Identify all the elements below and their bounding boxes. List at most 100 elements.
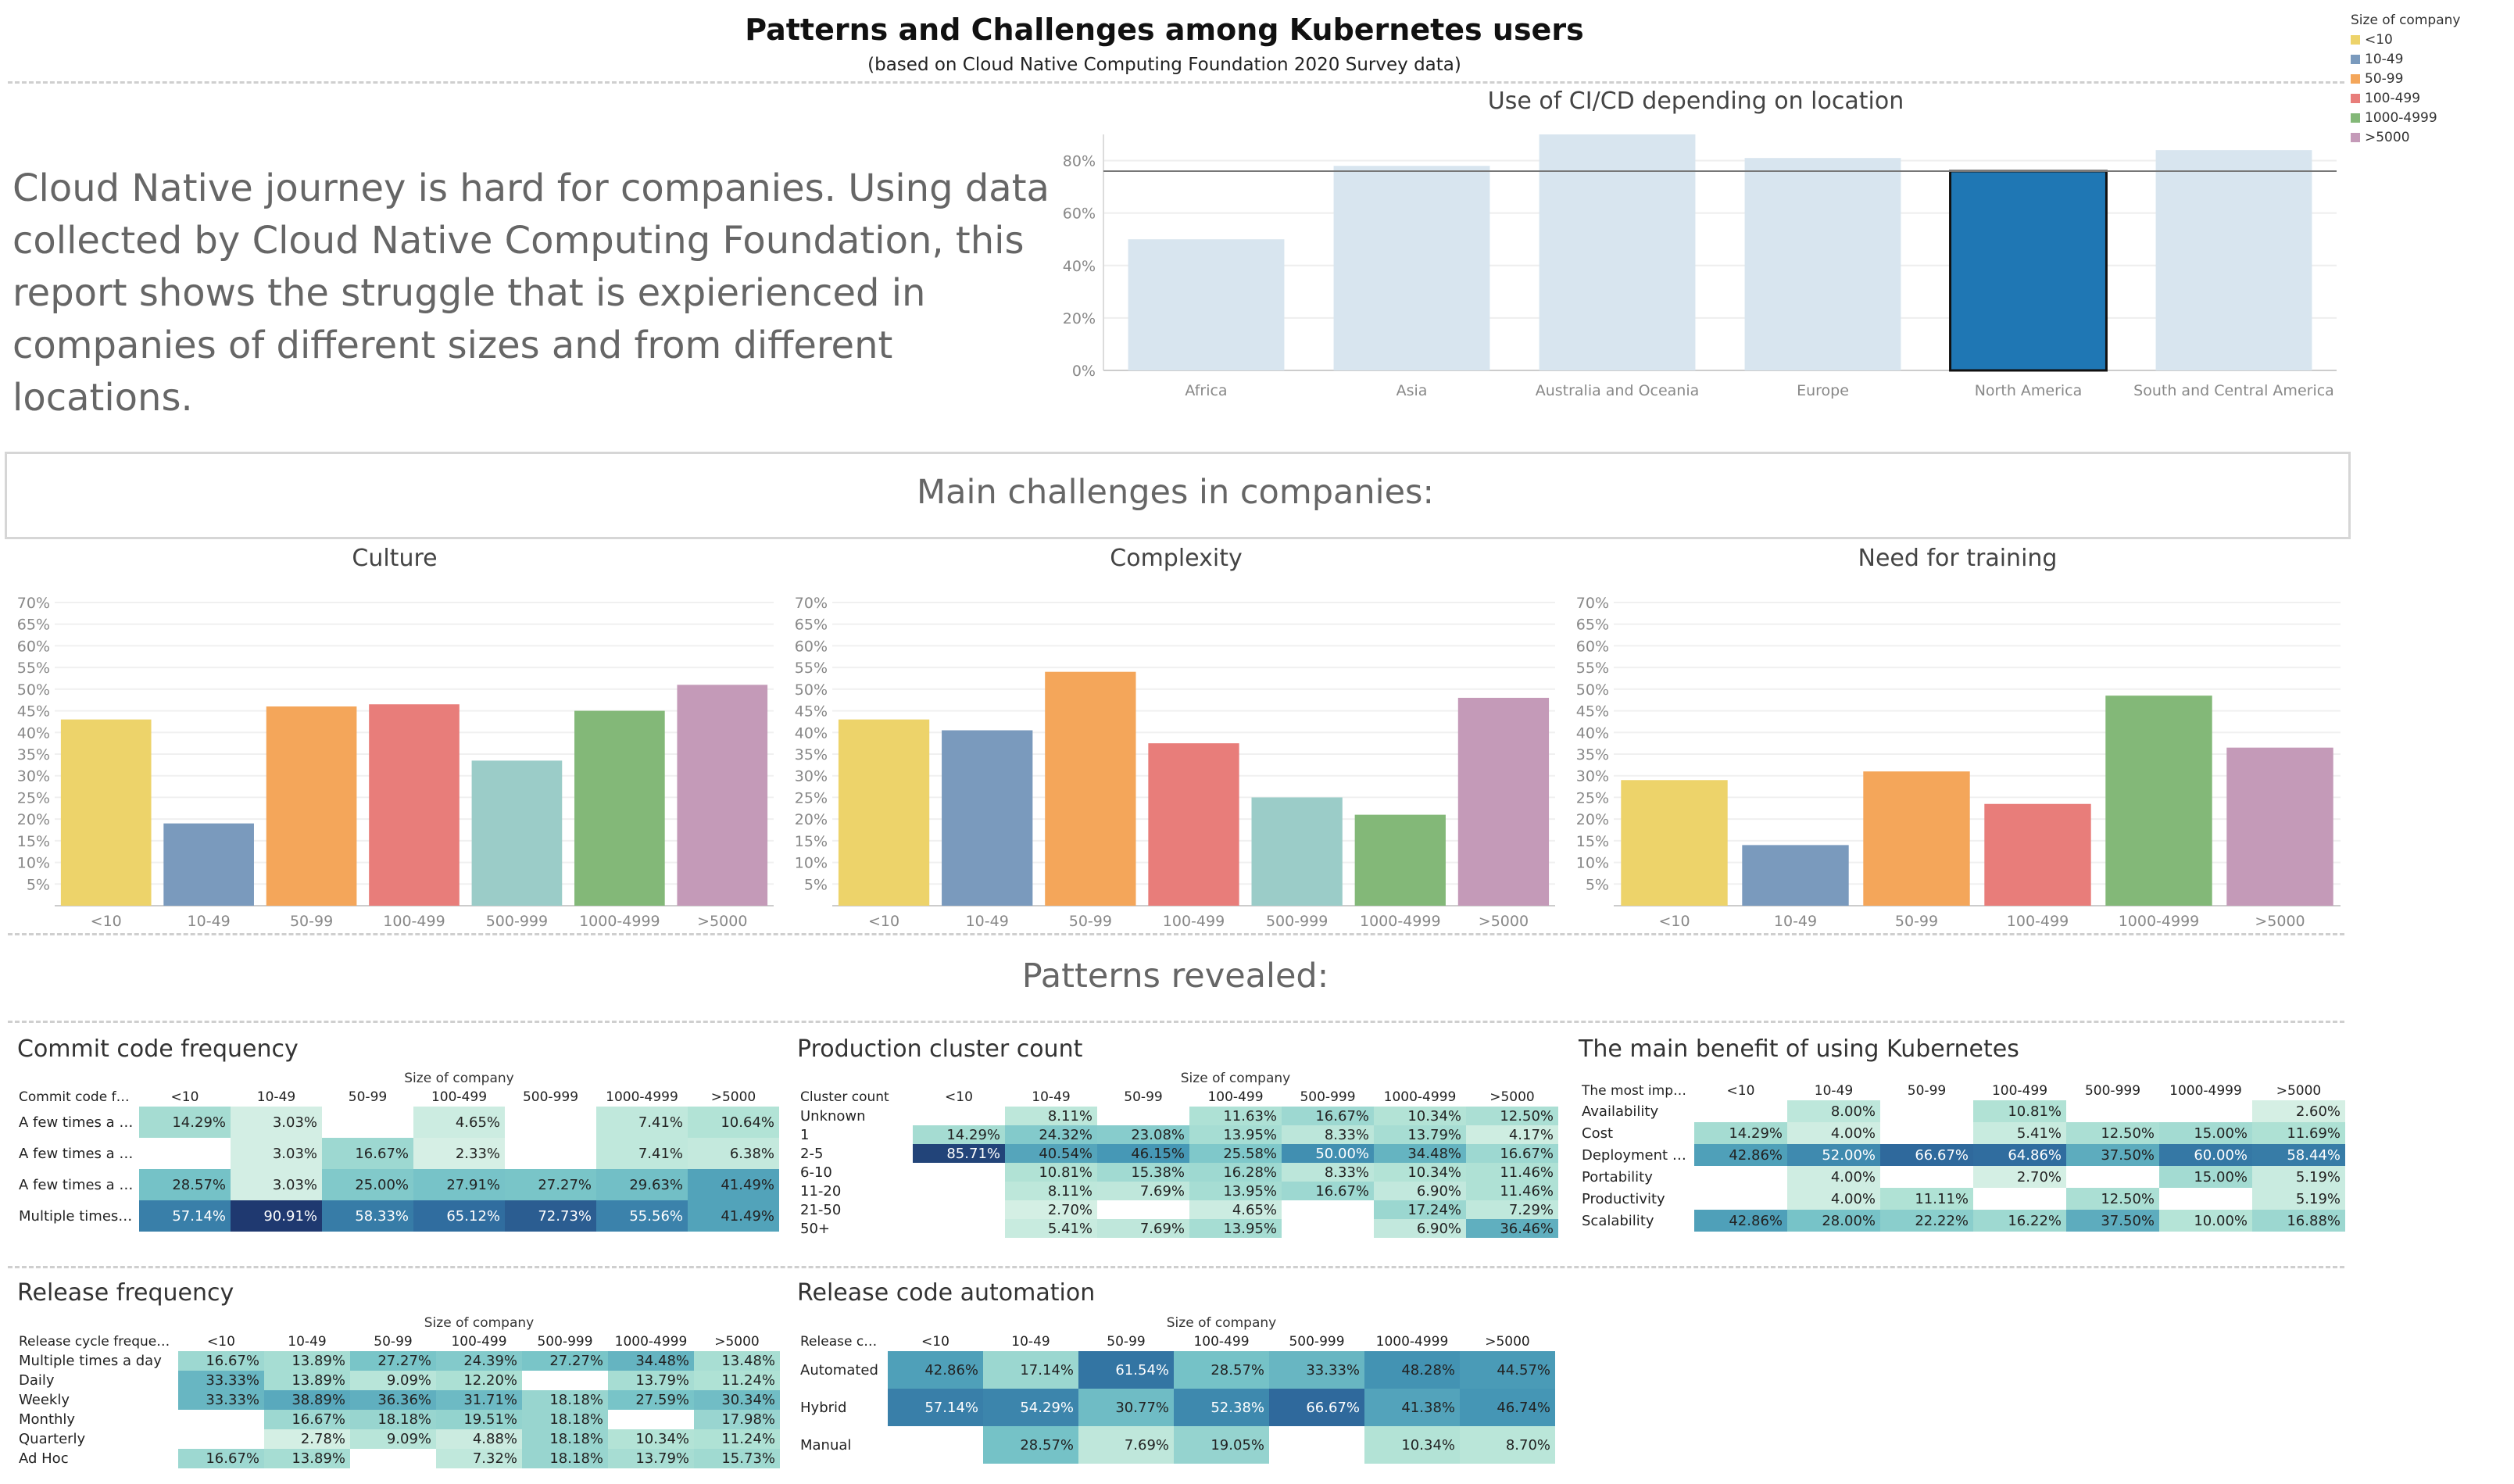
k8s-benefit-title: The main benefit of using Kubernetes xyxy=(1579,1035,2019,1063)
heatmap-cell: 11.46% xyxy=(1466,1182,1558,1200)
y-tick-label: 60% xyxy=(1063,206,1096,223)
heatmap-row: 1 14.29% 24.32% 23.08% 13.95% 8.33% 13.79% 4.17… xyxy=(796,1125,1558,1144)
column-header: >5000 xyxy=(710,1089,756,1105)
cluster-count-heatmap[interactable]: Cluster count <10 10-49 50-99 100-499 500-999… xyxy=(796,1071,1558,1238)
y-tick-label: 25% xyxy=(795,789,828,806)
heatmap-cell: 2.78% xyxy=(264,1429,350,1449)
y-tick-label: 65% xyxy=(1576,617,1609,634)
heatmap-cell: 54.29% xyxy=(983,1389,1078,1426)
training-chart[interactable]: 5% 10% 15% 20% 25% 30% 35% 40% 45% 50% 55% 60% 65% 70… xyxy=(1567,582,2348,938)
k8s-benefit-heatmap[interactable]: The most import.. <10 10-49 50-99 100-499 500… xyxy=(1577,1071,2345,1235)
culture-chart[interactable]: 5% 10% 15% 20% 25% 30% 35% 40% 45% 50% 55% 60% 65% 70… xyxy=(8,582,781,938)
y-tick-label: 25% xyxy=(17,789,50,806)
bar xyxy=(1863,771,1970,906)
heatmap-cell: 13.89% xyxy=(264,1351,350,1371)
heatmap-cell xyxy=(913,1107,1005,1125)
y-tick-label: 70% xyxy=(1576,595,1609,612)
x-tick-label: >5000 xyxy=(697,913,747,930)
heatmap-cell: 22.22% xyxy=(1880,1210,1973,1232)
y-tick-label: 10% xyxy=(1576,855,1609,872)
heatmap-cell: 13.79% xyxy=(1374,1125,1466,1144)
legend-item[interactable]: 10-49 xyxy=(2351,50,2507,70)
legend-label: 50-99 xyxy=(2365,71,2404,87)
bar xyxy=(942,730,1033,906)
y-tick-label: 40% xyxy=(1576,724,1609,742)
heatmap-cell xyxy=(1880,1100,1973,1122)
divider xyxy=(8,1266,2344,1268)
column-group-header: Size of company xyxy=(1180,1071,1291,1086)
heatmap-cell: 2.33% xyxy=(413,1138,505,1169)
heatmap-cell: 7.69% xyxy=(1097,1182,1189,1200)
heatmap-cell: 19.05% xyxy=(1174,1426,1269,1464)
heatmap-row: Quarterly 2.78% 9.09% 4.88% 18.18% 10.34% 11.2… xyxy=(14,1429,780,1449)
heatmap-cell: 16.88% xyxy=(2252,1210,2345,1232)
legend-item[interactable]: 100-499 xyxy=(2351,89,2507,109)
x-tick-label: Africa xyxy=(1185,382,1227,399)
complexity-chart[interactable]: 5% 10% 15% 20% 25% 30% 35% 40% 45% 50% 55% 60% 65% 70… xyxy=(785,582,1563,938)
heatmap-cell xyxy=(2066,1100,2159,1122)
legend-item[interactable]: >5000 xyxy=(2351,128,2507,148)
heatmap-cell: 11.11% xyxy=(1880,1188,1973,1210)
size-legend[interactable]: Size of company <10 10-49 50-99 100-499 1000… xyxy=(2351,11,2507,148)
heatmap-cell: 4.00% xyxy=(1787,1166,1880,1188)
legend-item[interactable]: 50-99 xyxy=(2351,70,2507,89)
bar xyxy=(163,823,254,906)
heatmap-cell xyxy=(1694,1188,1787,1210)
heatmap-cell: 52.00% xyxy=(1787,1144,1880,1166)
row-header: Release cycle frequency xyxy=(19,1334,178,1350)
heatmap-cell: 4.65% xyxy=(413,1107,505,1138)
heatmap-cell: 44.57% xyxy=(1460,1351,1555,1389)
commit-frequency-title: Commit code frequency xyxy=(17,1035,299,1063)
heatmap-row: Automated 42.86% 17.14% 61.54% 28.57% 33.33% 4… xyxy=(796,1351,1555,1389)
cluster-count-title: Production cluster count xyxy=(797,1035,1083,1063)
column-header: 10-49 xyxy=(1032,1089,1071,1105)
legend-label: <10 xyxy=(2365,32,2393,48)
heatmap-cell xyxy=(1880,1166,1973,1188)
bar xyxy=(266,706,357,906)
heatmap-cell xyxy=(1282,1219,1374,1238)
legend-item[interactable]: 1000-4999 xyxy=(2351,109,2507,128)
x-tick-label: 1000-4999 xyxy=(2119,913,2200,930)
cicd-chart[interactable]: 0% 20% 40% 60% 80% Africa Asia Australia and Oc… xyxy=(1047,117,2348,445)
heatmap-cell xyxy=(1269,1426,1364,1464)
heatmap-cell: 14.29% xyxy=(913,1125,1005,1144)
bar xyxy=(471,760,563,906)
heatmap-row: Ad Hoc 16.67% 13.89% 7.32% 18.18% 13.79% 15.73… xyxy=(14,1449,780,1468)
heatmap-cell: 41.49% xyxy=(688,1169,779,1200)
challenges-header-box xyxy=(5,452,2351,539)
x-tick-label: 50-99 xyxy=(290,913,333,930)
heatmap-cell xyxy=(1880,1122,1973,1144)
heatmap-cell: 29.63% xyxy=(596,1169,688,1200)
divider xyxy=(8,81,2344,84)
heatmap-cell xyxy=(1097,1107,1189,1125)
heatmap-cell: 27.91% xyxy=(413,1169,505,1200)
heatmap-cell: 16.67% xyxy=(1282,1107,1374,1125)
commit-frequency-heatmap[interactable]: Commit code fre.. <10 10-49 50-99 100-499 500… xyxy=(14,1071,780,1235)
heatmap-cell: 30.34% xyxy=(694,1390,780,1410)
heatmap-cell: 11.24% xyxy=(694,1429,780,1449)
release-frequency-heatmap[interactable]: Release cycle frequency <10 10-49 50-99 100-… xyxy=(14,1315,780,1471)
bar xyxy=(1148,743,1239,906)
heatmap-cell: 16.67% xyxy=(1282,1182,1374,1200)
heatmap-cell: 14.29% xyxy=(139,1107,231,1138)
x-tick-label: 50-99 xyxy=(1069,913,1112,930)
legend-item[interactable]: <10 xyxy=(2351,30,2507,50)
heatmap-cell: 33.33% xyxy=(1269,1351,1364,1389)
heatmap-cell xyxy=(888,1426,983,1464)
heatmap-header-row: Release cycle frequency <10 10-49 50-99 100-… xyxy=(14,1332,780,1351)
bar xyxy=(1539,134,1696,370)
y-tick-label: 30% xyxy=(17,768,50,785)
heatmap-cell: 16.67% xyxy=(178,1449,264,1468)
release-automation-heatmap[interactable]: Release cod.. <10 10-49 50-99 100-499 500-999… xyxy=(796,1315,1561,1471)
heatmap-row: Cost 14.29% 4.00% 5.41% 12.50% 15.00% 11.69% xyxy=(1577,1122,2345,1144)
heatmap-cell: 2.70% xyxy=(1005,1200,1097,1219)
y-tick-label: 5% xyxy=(27,876,50,893)
heatmap-cell: 17.14% xyxy=(983,1351,1078,1389)
heatmap-row: A few times a m.. 14.29% 3.03% 4.65% 7.41% 10… xyxy=(14,1107,779,1138)
column-header: 100-499 xyxy=(451,1334,507,1350)
heatmap-cell: 66.67% xyxy=(1880,1144,1973,1166)
heatmap-row: Availability 8.00% 10.81% 2.60% xyxy=(1577,1100,2345,1122)
heatmap-cell: 8.70% xyxy=(1460,1426,1555,1464)
bar xyxy=(1251,797,1343,906)
heatmap-cell: 13.95% xyxy=(1189,1219,1282,1238)
